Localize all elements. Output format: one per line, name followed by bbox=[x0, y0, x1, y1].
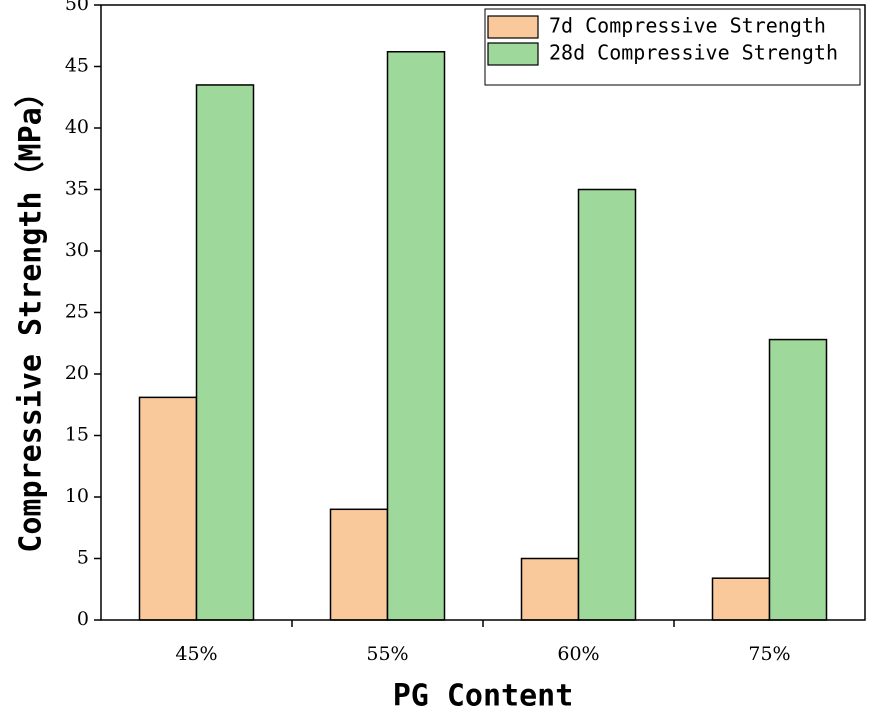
bar bbox=[138, 396, 198, 621]
y-tick-label: 40 bbox=[65, 116, 89, 138]
plot-frame bbox=[100, 4, 866, 621]
legend-swatch bbox=[487, 42, 539, 66]
y-tick-label: 5 bbox=[77, 547, 89, 569]
y-tick-label: 10 bbox=[65, 485, 89, 507]
y-tick-label: 15 bbox=[65, 424, 89, 446]
y-tick-label: 30 bbox=[65, 239, 89, 261]
bar bbox=[386, 50, 446, 621]
y-tick-label: 45 bbox=[65, 55, 89, 77]
x-tick-label: 60% bbox=[557, 643, 599, 665]
y-axis-label: Compressive Strength（MPa） bbox=[14, 77, 49, 552]
y-tick-label: 0 bbox=[77, 608, 89, 630]
legend-swatch bbox=[487, 15, 539, 39]
y-tick-label: 50 bbox=[65, 0, 89, 15]
bar bbox=[577, 188, 637, 621]
bar bbox=[711, 577, 771, 621]
bar bbox=[195, 84, 255, 621]
x-tick-label: 55% bbox=[366, 643, 408, 665]
x-axis-label: PG Content bbox=[393, 679, 574, 714]
y-tick-label: 35 bbox=[65, 178, 89, 200]
y-tick-label: 20 bbox=[65, 362, 89, 384]
bar bbox=[520, 557, 580, 621]
bar bbox=[329, 508, 389, 621]
y-tick-label: 25 bbox=[65, 301, 89, 323]
bar bbox=[768, 338, 828, 621]
legend-box bbox=[484, 8, 861, 86]
x-tick-label: 45% bbox=[175, 643, 217, 665]
x-tick-label: 75% bbox=[748, 643, 790, 665]
legend-label: 28d Compressive Strength bbox=[549, 41, 838, 65]
legend-label: 7d Compressive Strength bbox=[549, 14, 826, 38]
